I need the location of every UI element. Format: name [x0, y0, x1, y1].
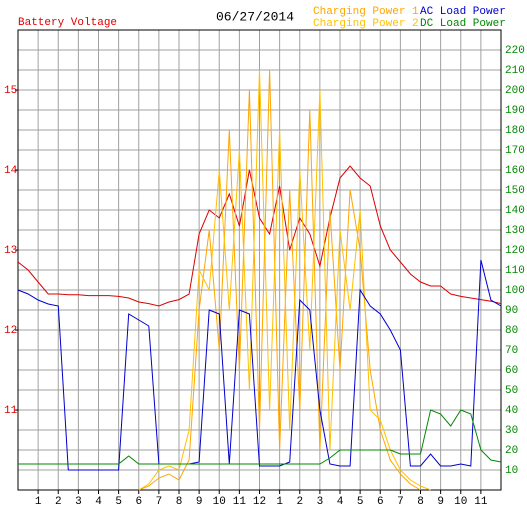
x-tick-label: 5 — [115, 496, 122, 508]
y2-tick-label: 30 — [505, 425, 518, 437]
x-tick-label: 6 — [377, 496, 384, 508]
y2-tick-label: 220 — [505, 45, 525, 57]
legend-entry: AC Load Power — [420, 6, 506, 18]
x-tick-label: 7 — [397, 496, 404, 508]
x-tick-label: 6 — [135, 496, 142, 508]
x-tick-label: 8 — [176, 496, 183, 508]
y2-tick-label: 10 — [505, 465, 518, 477]
series-line — [17, 259, 502, 471]
y2-tick-label: 120 — [505, 245, 525, 257]
chart-title: 06/27/2014 — [216, 9, 294, 24]
x-tick-label: 7 — [156, 496, 163, 508]
y-tick-label: 11 — [4, 405, 18, 417]
x-tick-label: 4 — [95, 496, 102, 508]
y-tick-label: 13 — [4, 245, 17, 257]
legend-entry: Charging Power 1 — [313, 6, 419, 18]
y2-tick-label: 60 — [505, 365, 518, 377]
legend-entry: Battery Voltage — [18, 17, 117, 29]
x-tick-label: 12 — [253, 496, 266, 508]
plot-frame — [17, 29, 502, 491]
y2-tick-label: 70 — [505, 345, 518, 357]
x-tick-label: 11 — [474, 496, 488, 508]
x-tick-label: 1 — [276, 496, 283, 508]
y2-tick-label: 90 — [505, 305, 518, 317]
x-tick-label: 11 — [233, 496, 247, 508]
series-line — [18, 409, 502, 465]
y2-tick-label: 150 — [505, 185, 525, 197]
y2-tick-label: 80 — [505, 325, 518, 337]
x-tick-label: 10 — [454, 496, 467, 508]
x-tick-label: 5 — [357, 496, 364, 508]
y-tick-label: 15 — [4, 85, 17, 97]
series-line — [138, 69, 421, 491]
series-line — [138, 69, 431, 491]
x-tick-label: 1 — [35, 496, 42, 508]
y2-tick-label: 140 — [505, 205, 525, 217]
x-tick-label: 10 — [213, 496, 226, 508]
y2-tick-label: 170 — [505, 145, 525, 157]
series-line — [17, 165, 502, 307]
x-tick-label: 2 — [55, 496, 62, 508]
y2-tick-label: 50 — [505, 385, 518, 397]
y-tick-label: 12 — [4, 325, 17, 337]
x-tick-label: 9 — [196, 496, 203, 508]
y2-tick-label: 110 — [505, 265, 525, 277]
x-tick-label: 3 — [317, 496, 324, 508]
x-tick-label: 8 — [417, 496, 424, 508]
legend-entry: Charging Power 2 — [313, 18, 419, 30]
y2-tick-label: 130 — [505, 225, 525, 237]
y2-tick-label: 160 — [505, 165, 525, 177]
y2-tick-label: 210 — [505, 65, 525, 77]
y2-tick-label: 40 — [505, 405, 518, 417]
x-tick-label: 2 — [296, 496, 303, 508]
x-tick-label: 4 — [337, 496, 344, 508]
y2-tick-label: 200 — [505, 85, 525, 97]
y2-tick-label: 180 — [505, 125, 525, 137]
y2-tick-label: 190 — [505, 105, 525, 117]
legend-entry: DC Load Power — [420, 18, 506, 30]
y-tick-label: 14 — [4, 165, 18, 177]
y2-tick-label: 100 — [505, 285, 525, 297]
x-tick-label: 3 — [75, 496, 82, 508]
x-tick-label: 9 — [437, 496, 444, 508]
y2-tick-label: 20 — [505, 445, 518, 457]
